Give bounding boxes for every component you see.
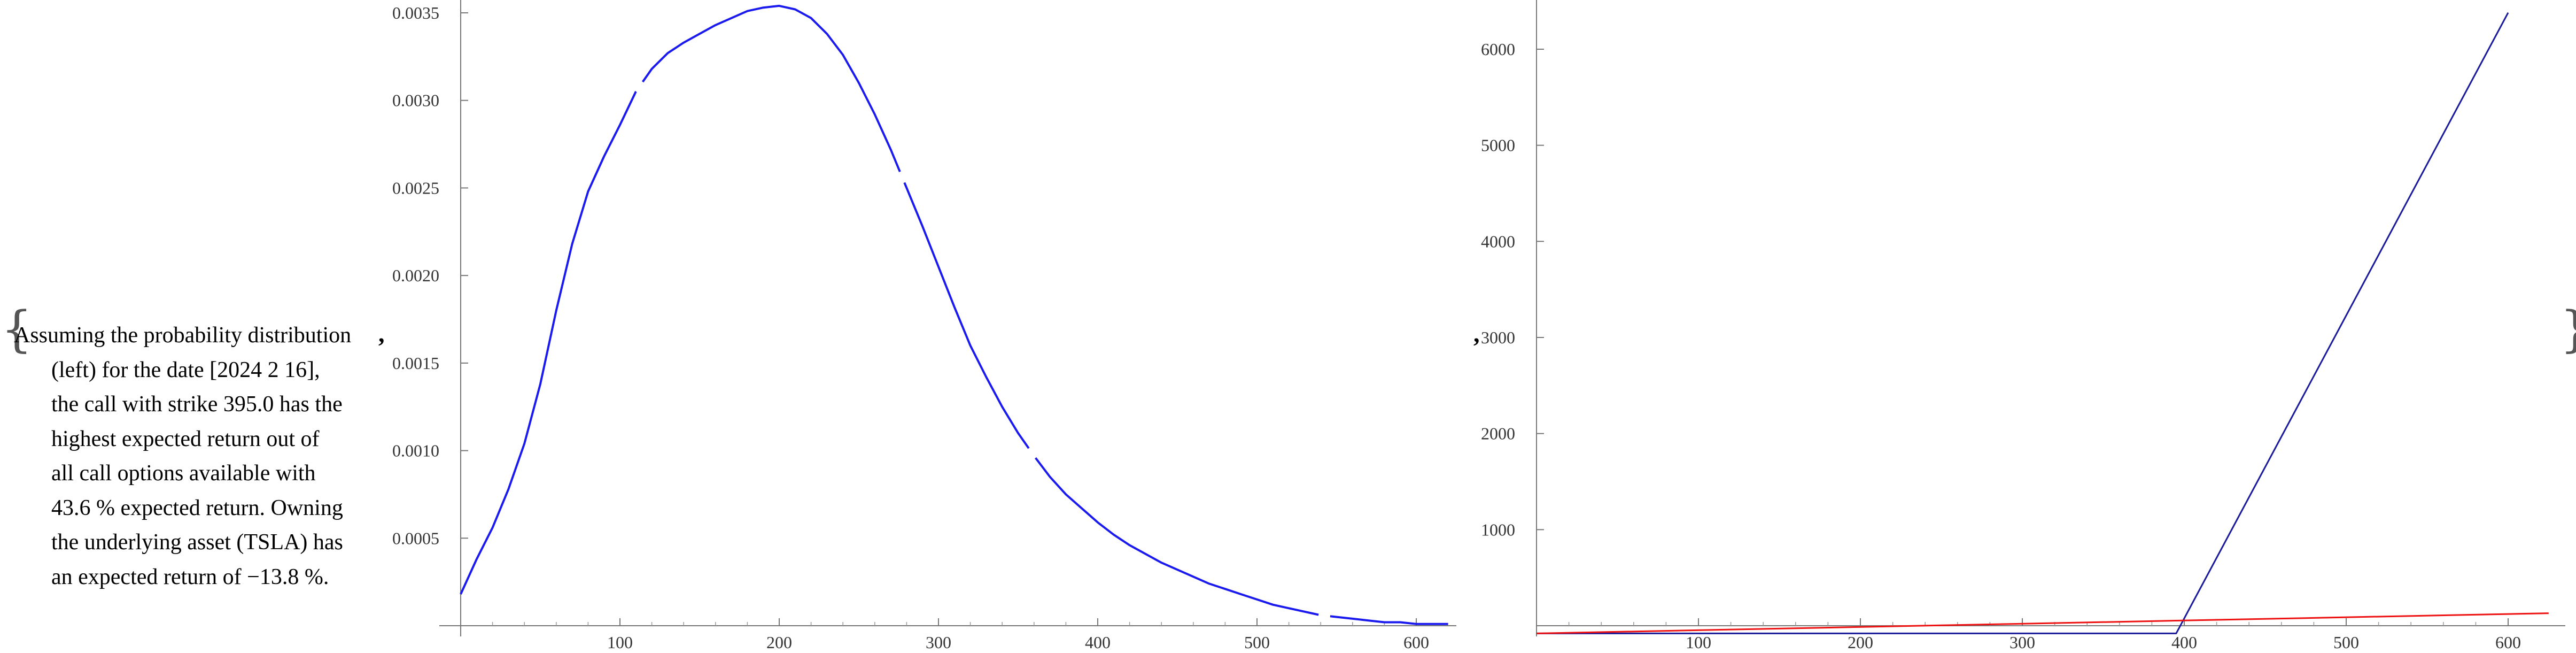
x-tick-label: 600: [1403, 633, 1429, 652]
y-tick-label: 5000: [1481, 136, 1515, 155]
y-tick-label: 0.0015: [392, 354, 439, 373]
y-tick-label: 0.0035: [392, 3, 439, 22]
list-comma: ,: [1473, 320, 1480, 347]
x-tick-label: 100: [607, 633, 633, 652]
caption-line: highest expected return out of: [51, 426, 320, 451]
y-tick-label: 1000: [1481, 520, 1515, 539]
caption-line: 43.6 % expected return. Owning: [51, 495, 343, 520]
caption-line: the underlying asset (TSLA) has: [51, 530, 343, 555]
x-tick-label: 200: [1848, 633, 1873, 652]
y-tick-label: 0.0020: [392, 266, 439, 285]
series-line-0: [460, 4, 1448, 625]
x-tick-label: 400: [2171, 633, 2197, 652]
caption-line: Assuming the probability distribution: [14, 323, 352, 348]
y-tick-label: 0.0025: [392, 178, 439, 197]
x-tick-label: 200: [766, 633, 792, 652]
x-tick-label: 400: [1085, 633, 1111, 652]
x-tick-label: 500: [1244, 633, 1270, 652]
series-line-0: [1537, 12, 2509, 634]
open-brace: {: [1, 301, 33, 358]
close-brace: }: [2560, 305, 2576, 354]
caption-line: an expected return of −13.8 %.: [51, 564, 329, 589]
x-tick-label: 300: [926, 633, 951, 652]
x-tick-label: 100: [1686, 633, 1711, 652]
y-tick-label: 4000: [1481, 232, 1515, 251]
caption-line: the call with strike 395.0 has the: [51, 392, 343, 417]
x-tick-label: 300: [2009, 633, 2035, 652]
series-line-1: [1536, 612, 2549, 634]
y-tick-label: 2000: [1481, 424, 1515, 443]
y-tick-label: 0.0030: [392, 91, 439, 110]
caption-text: Assuming the probability distribution (l…: [14, 318, 383, 594]
caption-line: (left) for the date [2024 2 16],: [51, 357, 320, 382]
x-tick-label: 500: [2333, 633, 2359, 652]
list-comma: ,: [378, 320, 385, 347]
y-tick-label: 6000: [1481, 40, 1515, 59]
x-tick-label: 600: [2495, 633, 2521, 652]
caption-line: all call options available with: [51, 461, 316, 486]
y-tick-label: 0.0005: [392, 528, 439, 548]
y-tick-label: 3000: [1481, 328, 1515, 347]
y-tick-label: 0.0010: [392, 441, 439, 460]
